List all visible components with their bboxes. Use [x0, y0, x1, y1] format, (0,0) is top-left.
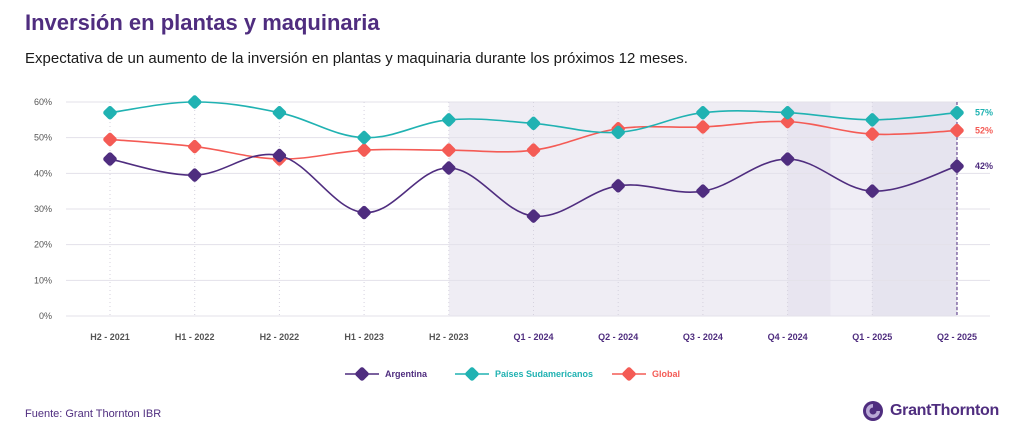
- data-point-paises: [357, 130, 371, 145]
- data-point-paises: [696, 105, 710, 120]
- data-point-argentina: [526, 209, 541, 223]
- x-tick-label: H2 - 2021: [90, 332, 130, 342]
- legend-marker-icon: [612, 367, 646, 381]
- brand-name: GrantThornton: [890, 402, 999, 419]
- data-point-argentina: [865, 184, 880, 198]
- legend-marker-icon: [345, 367, 379, 381]
- data-point-global: [187, 139, 202, 154]
- page-subtitle: Expectativa de un aumento de la inversió…: [25, 50, 688, 67]
- data-point-argentina: [357, 205, 371, 220]
- legend-label: Global: [652, 369, 681, 379]
- grant-thornton-logo-icon: [863, 401, 883, 421]
- x-tick-label: Q3 - 2024: [683, 332, 723, 342]
- chart-legend: Argentina Países Sudamericanos Global: [0, 366, 1024, 386]
- y-tick-label: 40%: [34, 168, 52, 178]
- end-label-argentina: 42%: [975, 161, 993, 171]
- brand-logo: GrantThornton: [862, 400, 999, 422]
- data-point-paises: [442, 113, 456, 127]
- x-tick-label: H1 - 2022: [175, 332, 215, 342]
- x-tick-label: Q2 - 2024: [598, 332, 638, 342]
- x-tick-label: Q1 - 2024: [513, 332, 553, 342]
- data-point-paises: [272, 105, 287, 120]
- data-point-argentina: [780, 152, 795, 166]
- x-tick-label: H2 - 2023: [429, 332, 469, 342]
- legend-label: Argentina: [385, 369, 428, 379]
- y-tick-label: 60%: [34, 97, 52, 107]
- data-point-argentina: [611, 179, 625, 193]
- data-point-paises: [187, 95, 202, 109]
- line-chart: 0% 10% 20% 30% 40% 50% 60% H2 - 2021 H1 - 2022 H2…: [34, 95, 993, 342]
- data-point-argentina: [103, 152, 117, 166]
- data-point-argentina: [950, 159, 964, 173]
- x-tick-label: Q1 - 2025: [852, 332, 892, 342]
- y-tick-label: 20%: [34, 240, 52, 250]
- x-tick-label: Q4 - 2024: [768, 332, 808, 342]
- data-point-global: [357, 143, 371, 157]
- legend-item-argentina: Argentina: [345, 366, 427, 382]
- x-tick-label: Q2 - 2025: [937, 332, 977, 342]
- data-point-global: [103, 132, 117, 147]
- legend-marker-icon: [455, 367, 489, 381]
- end-label-global: 52%: [975, 126, 993, 136]
- y-tick-label: 30%: [34, 204, 52, 214]
- page-title: Inversión en plantas y maquinaria: [25, 10, 380, 35]
- data-point-global: [865, 127, 880, 141]
- data-point-paises: [780, 105, 795, 120]
- data-point-argentina: [187, 168, 202, 182]
- data-point-argentina: [696, 184, 710, 198]
- data-point-global: [780, 114, 795, 129]
- data-point-global: [442, 143, 456, 157]
- legend-item-global: Global: [612, 366, 680, 382]
- y-tick-label: 50%: [34, 133, 52, 143]
- end-label-paises: 57%: [975, 108, 993, 118]
- data-point-argentina: [442, 161, 456, 175]
- legend-item-paises: Países Sudamericanos: [455, 366, 593, 382]
- x-tick-label: H2 - 2022: [260, 332, 300, 342]
- y-tick-label: 0%: [39, 311, 52, 321]
- data-point-argentina: [272, 148, 287, 163]
- legend-label: Países Sudamericanos: [495, 369, 594, 379]
- data-point-paises: [526, 116, 541, 131]
- data-point-paises: [611, 125, 625, 140]
- data-point-global: [696, 120, 710, 134]
- source-note: Fuente: Grant Thornton IBR: [25, 408, 162, 420]
- data-point-paises: [865, 113, 880, 127]
- data-point-global: [526, 143, 541, 157]
- y-tick-label: 10%: [34, 275, 52, 285]
- data-point-paises: [103, 105, 117, 120]
- x-tick-label: H1 - 2023: [344, 332, 384, 342]
- data-point-global: [950, 123, 964, 138]
- data-point-paises: [950, 105, 964, 120]
